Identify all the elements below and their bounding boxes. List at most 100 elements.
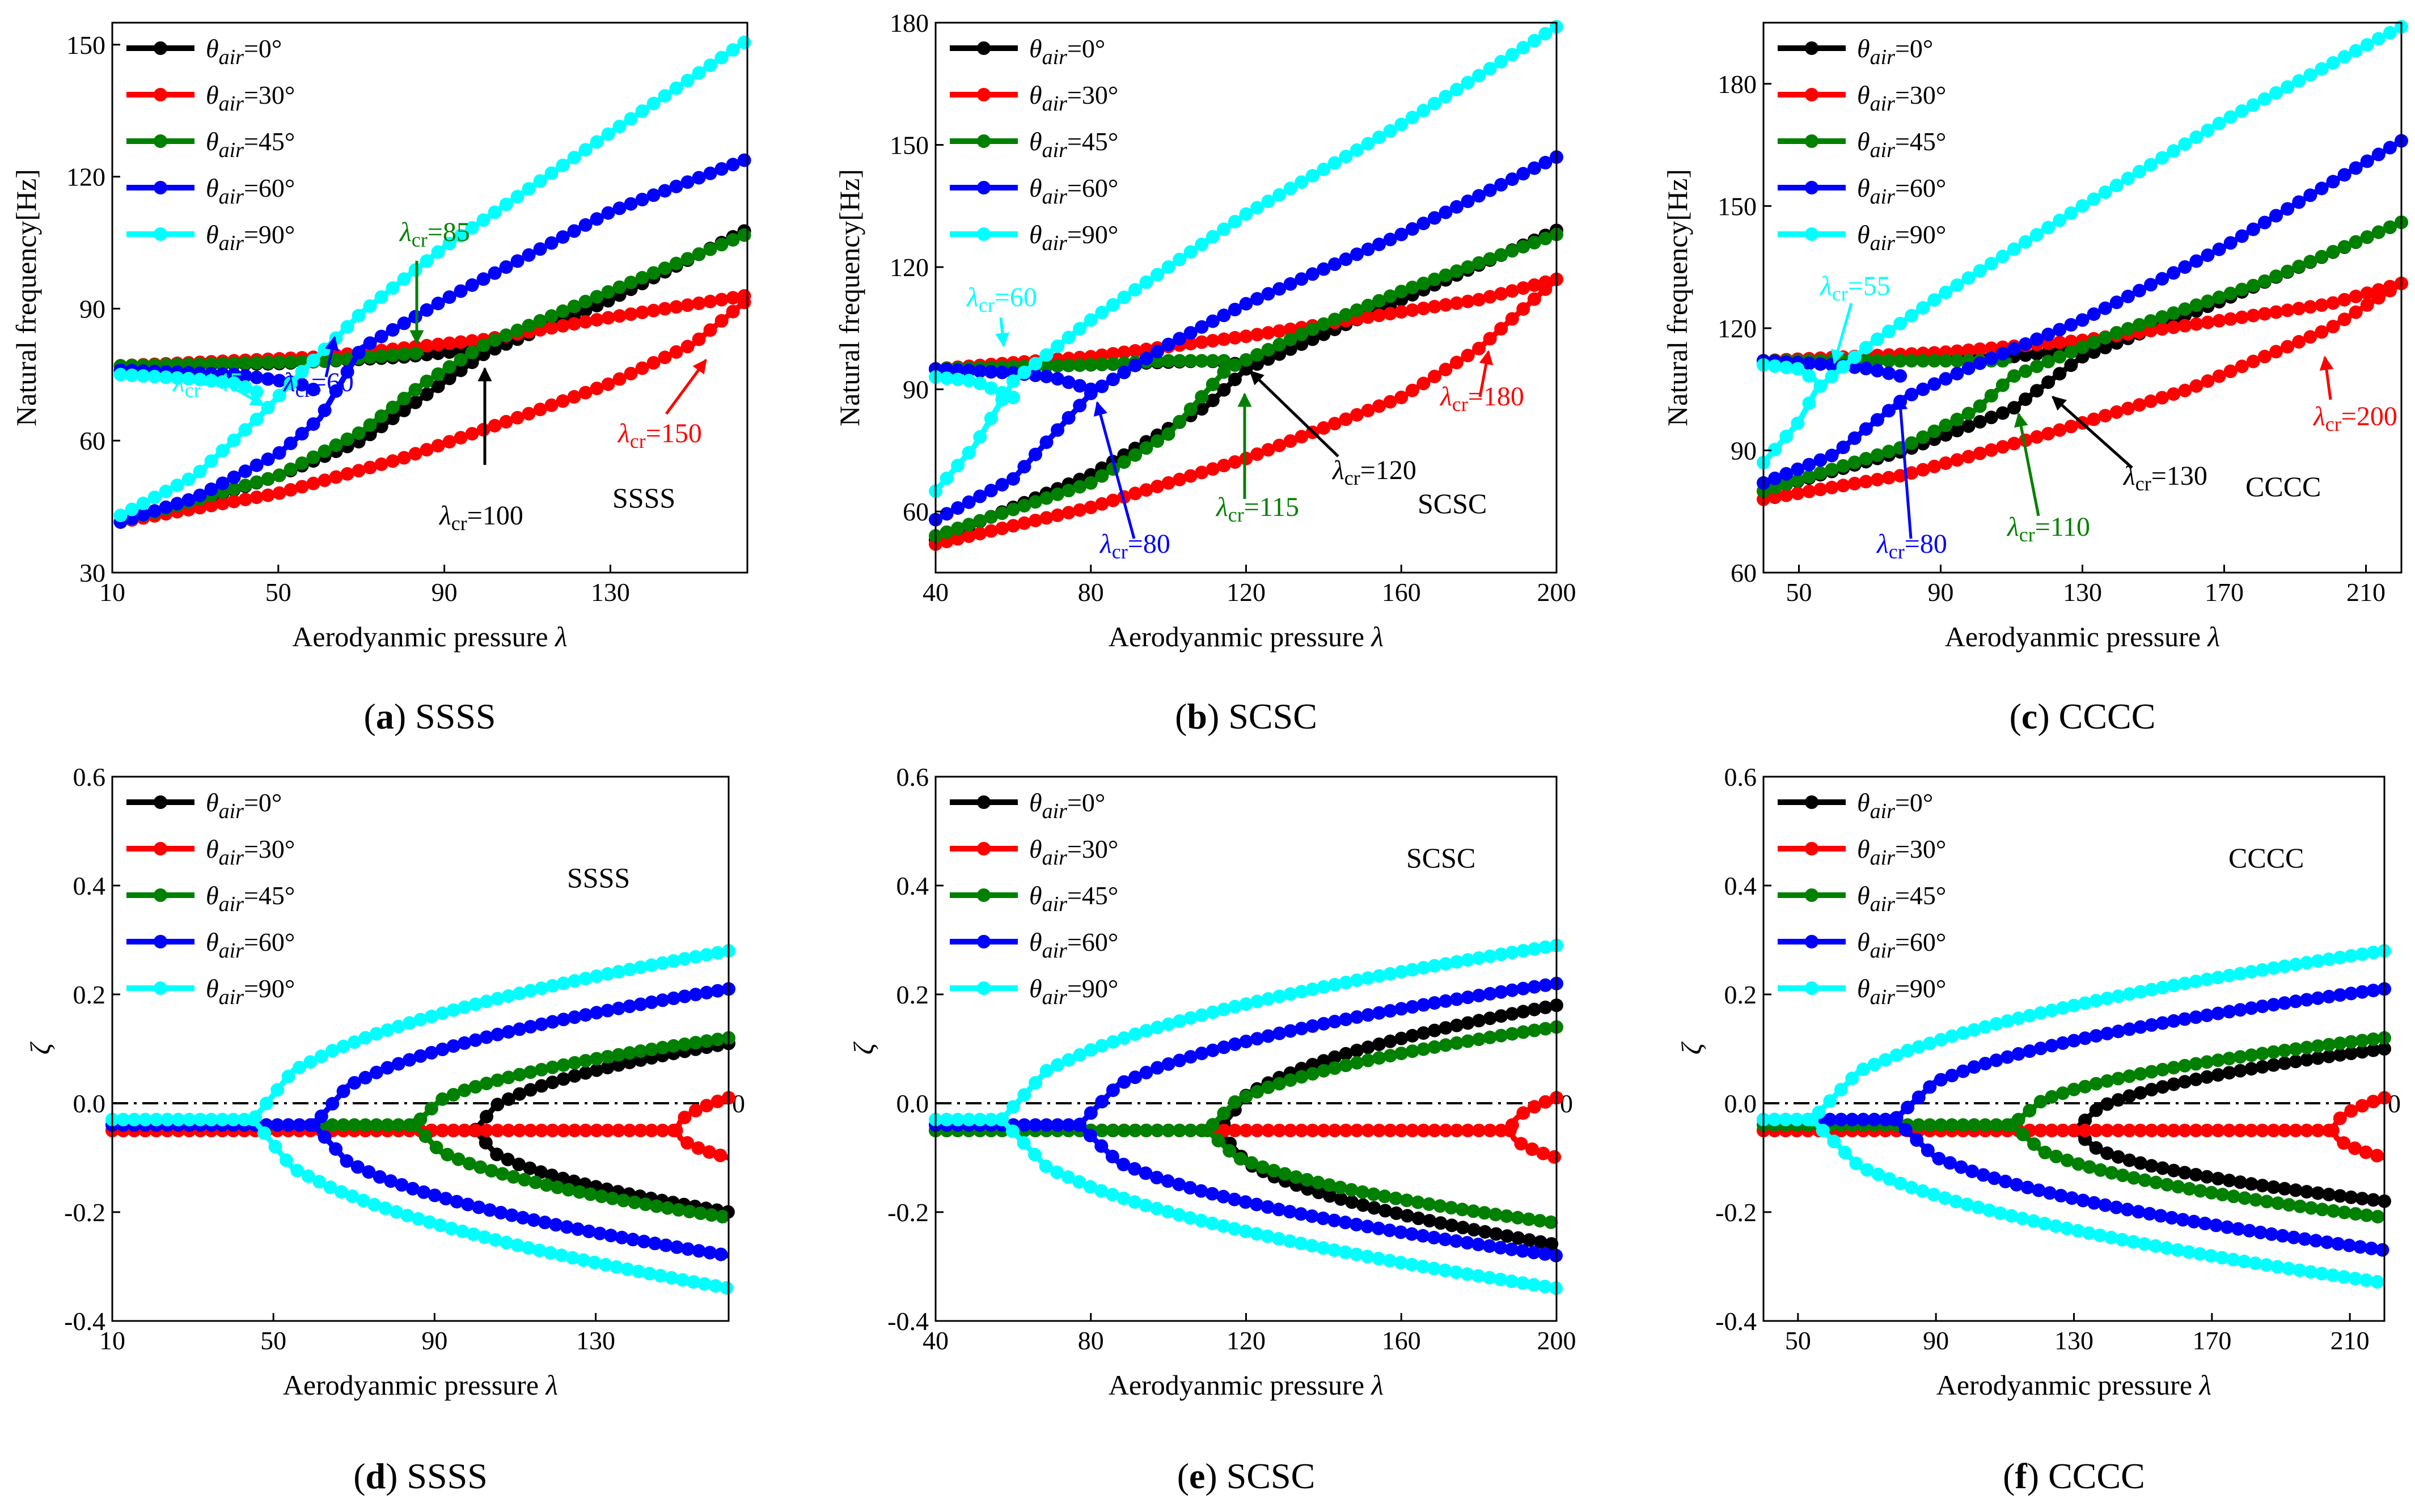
data-point <box>590 1063 604 1077</box>
data-point <box>1217 222 1231 236</box>
data-point <box>2189 1057 2203 1071</box>
data-point <box>544 321 559 335</box>
data-point <box>1478 1225 1492 1239</box>
data-point <box>669 345 683 359</box>
data-point <box>442 290 456 304</box>
data-point <box>962 446 976 460</box>
data-point <box>1961 450 1976 464</box>
data-point <box>1305 1209 1319 1223</box>
data-point <box>2266 961 2281 975</box>
legend-label: θair=60° <box>1029 173 1118 209</box>
data-point <box>2067 1124 2081 1137</box>
data-point <box>2007 437 2021 451</box>
data-point <box>261 372 275 386</box>
data-point <box>1173 354 1187 368</box>
data-point <box>2298 1232 2312 1246</box>
data-point <box>1973 446 1987 460</box>
data-point <box>1923 1036 1937 1051</box>
data-point <box>1017 365 1031 379</box>
data-point <box>2098 301 2112 315</box>
data-point <box>1859 362 1873 375</box>
legend-marker <box>1805 88 1818 101</box>
data-point <box>501 1092 515 1106</box>
data-point <box>329 331 343 345</box>
data-point <box>1971 1200 1985 1214</box>
data-point <box>2355 1099 2369 1113</box>
data-point <box>1084 358 1098 372</box>
data-point <box>170 478 184 493</box>
data-point <box>1283 277 1297 291</box>
data-point <box>680 340 695 354</box>
data-point <box>1472 1014 1486 1028</box>
data-point <box>329 384 343 398</box>
data-point <box>1494 1272 1508 1286</box>
data-point <box>2064 206 2078 220</box>
data-point <box>1017 516 1031 530</box>
data-point <box>1916 430 1930 444</box>
data-point <box>2269 209 2283 223</box>
data-point <box>159 500 173 514</box>
data-point <box>1995 440 2010 454</box>
data-point <box>1860 1163 1874 1177</box>
data-point <box>1151 434 1165 448</box>
data-point <box>2133 985 2147 999</box>
data-point <box>2182 1245 2196 1259</box>
data-point <box>238 478 252 493</box>
data-point <box>1923 1080 1937 1094</box>
data-point <box>259 1096 273 1111</box>
y-tick-label: 150 <box>66 31 105 60</box>
data-point <box>527 1213 541 1227</box>
data-point <box>1400 1193 1414 1208</box>
data-point <box>611 965 625 979</box>
data-point <box>1361 242 1375 256</box>
data-point <box>1768 442 1782 456</box>
data-point <box>1927 293 1942 307</box>
data-point <box>1401 1209 1414 1223</box>
data-point <box>1427 996 1441 1010</box>
data-point <box>1245 1156 1259 1170</box>
data-point <box>594 1189 608 1204</box>
y-tick-label: 0.4 <box>1724 871 1757 900</box>
data-point <box>513 1087 527 1101</box>
data-point <box>1239 353 1253 367</box>
data-point <box>692 171 706 185</box>
data-point <box>1139 1198 1153 1213</box>
data-point <box>678 1037 692 1051</box>
data-point <box>1427 1023 1441 1037</box>
data-point <box>2348 1141 2362 1155</box>
data-point <box>1483 290 1497 304</box>
data-point <box>1791 486 1805 501</box>
data-point <box>2287 1230 2301 1244</box>
data-point <box>431 337 445 351</box>
data-point <box>2182 1181 2196 1196</box>
data-point <box>1871 1167 1885 1181</box>
data-point <box>2121 289 2135 303</box>
data-point <box>658 89 672 103</box>
data-point <box>358 1118 373 1132</box>
data-point <box>637 1234 651 1248</box>
data-point <box>1961 271 1976 285</box>
data-point <box>675 1273 690 1287</box>
data-point <box>578 1054 593 1068</box>
data-point <box>1039 1118 1054 1132</box>
data-point <box>1217 1040 1231 1054</box>
data-point <box>2337 1270 2351 1284</box>
data-point <box>490 1098 505 1112</box>
data-point <box>1538 1280 1552 1294</box>
data-point <box>1466 1204 1481 1218</box>
data-point <box>2292 74 2306 88</box>
data-point <box>441 1147 455 1162</box>
data-point <box>2027 1137 2041 1151</box>
critical-pressure-label: λcr=100 <box>438 501 523 535</box>
data-point <box>1511 1231 1525 1245</box>
data-point <box>1334 1192 1348 1206</box>
subfigure-caption: (b) SCSC <box>1175 696 1317 736</box>
data-point <box>340 467 354 481</box>
data-point <box>1847 455 1862 469</box>
legend-marker <box>154 227 167 241</box>
data-point <box>1250 447 1264 461</box>
data-point <box>272 486 286 500</box>
data-point <box>1345 1195 1359 1209</box>
data-point <box>565 1251 580 1265</box>
critical-pressure-label: λcr=115 <box>1215 492 1299 526</box>
